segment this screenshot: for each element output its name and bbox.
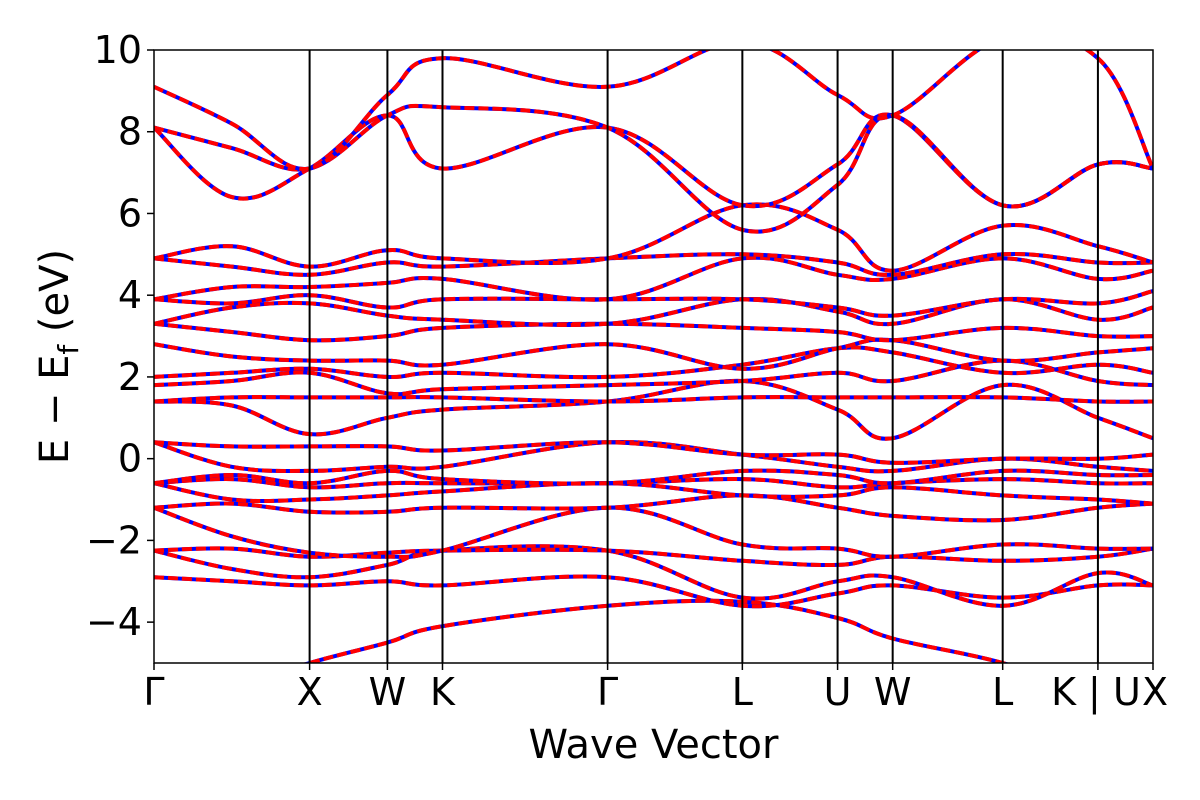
y-axis-label-unit: (eV) bbox=[32, 249, 78, 345]
y-tick-label: −4 bbox=[86, 600, 142, 644]
x-tick-label: K | U bbox=[1051, 670, 1141, 715]
x-tick-label: X bbox=[297, 670, 323, 714]
y-tick-label: 10 bbox=[94, 28, 142, 72]
high-symmetry-lines bbox=[308, 50, 1099, 663]
x-tick-label: Γ bbox=[143, 670, 164, 714]
y-axis-label-main: E − E bbox=[32, 355, 78, 465]
y-tick-label: 0 bbox=[118, 437, 142, 481]
band-wannier-0 bbox=[302, 598, 1010, 663]
x-tick-label: X bbox=[1142, 670, 1168, 714]
plot-frame bbox=[153, 49, 1154, 664]
x-tick-label: Γ bbox=[597, 670, 618, 714]
y-tick-label: 2 bbox=[118, 355, 142, 399]
x-tick-label: L bbox=[732, 670, 753, 714]
y-axis-label-subscript: f bbox=[52, 344, 85, 355]
x-tick-label: K bbox=[430, 670, 456, 714]
y-axis-label: E − Ef (eV) bbox=[32, 249, 85, 464]
y-tick-label: 4 bbox=[118, 273, 142, 317]
x-tick-label: W bbox=[874, 670, 912, 714]
y-tick-label: 6 bbox=[118, 191, 142, 235]
band-wannier-24 bbox=[154, 50, 1153, 171]
x-axis-label: Wave Vector bbox=[529, 722, 780, 768]
x-tick-label: U bbox=[824, 670, 852, 714]
x-tick-label: L bbox=[992, 670, 1013, 714]
x-tick-label: W bbox=[369, 670, 407, 714]
y-tick-label: 8 bbox=[118, 110, 142, 154]
y-ticks: −4 −2 0 2 4 6 8 10 bbox=[86, 28, 154, 644]
y-tick-label: −2 bbox=[86, 518, 142, 562]
